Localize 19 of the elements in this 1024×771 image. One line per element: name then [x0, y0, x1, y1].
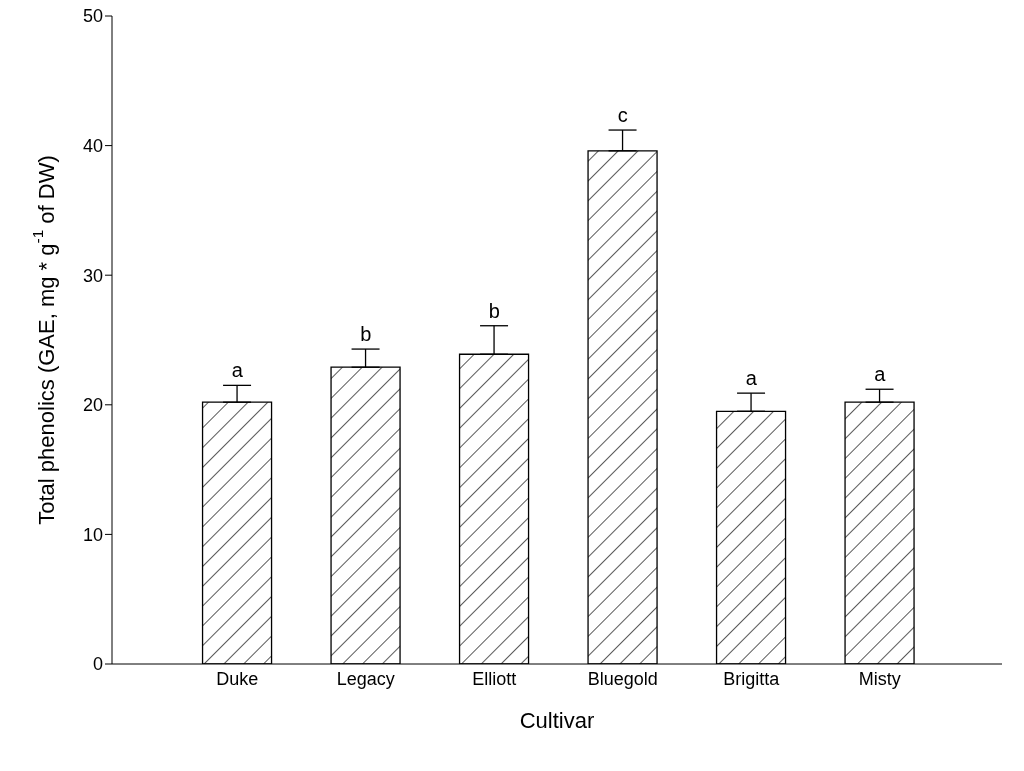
x-tick-label: Brigitta	[723, 668, 781, 689]
annotation: b	[488, 299, 500, 322]
annotation: a	[745, 367, 758, 390]
x-tick-label: Bluegold	[587, 668, 658, 689]
annotation: c	[617, 104, 628, 127]
x-tick-label: Duke	[216, 668, 259, 689]
x-tick-label: Legacy	[336, 668, 395, 689]
x-tick-label: Elliott	[472, 668, 517, 689]
y-tick-label: 10	[82, 524, 103, 545]
y-tick-label: 20	[82, 395, 103, 416]
y-tick-label: 50	[82, 6, 103, 27]
y-tick-label: 40	[82, 135, 103, 156]
y-tick-label: 30	[82, 265, 103, 286]
annotation: a	[231, 359, 244, 382]
x-axis-title: Cultivar	[519, 708, 595, 733]
annotation: a	[874, 363, 887, 386]
annotation: b	[360, 323, 372, 346]
y-tick-label: 0	[92, 654, 103, 675]
x-tick-label: Misty	[858, 668, 901, 689]
